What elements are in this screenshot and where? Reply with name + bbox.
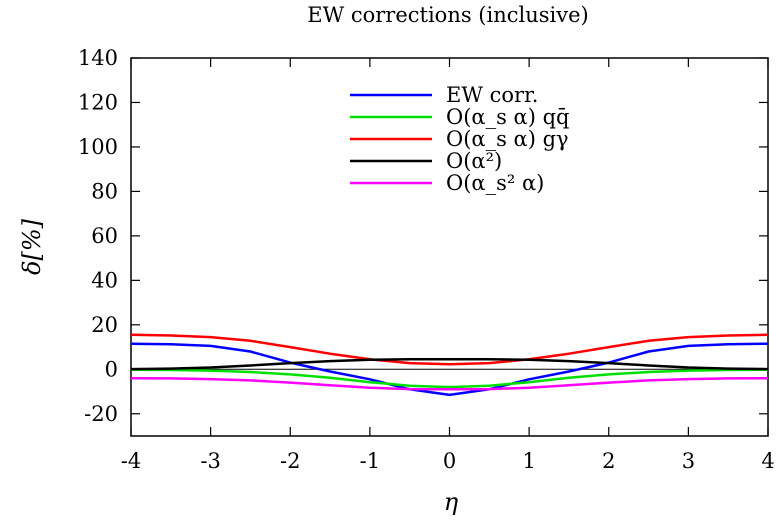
y-tick-label: 0 xyxy=(105,357,118,381)
legend-label-1: EW corr. xyxy=(446,83,538,107)
y-tick-label: -20 xyxy=(84,402,118,426)
x-tick-label: 3 xyxy=(682,449,695,473)
x-tick-label: -2 xyxy=(280,449,300,473)
series-line-2 xyxy=(130,368,769,389)
series-line-5 xyxy=(130,376,769,391)
y-tick-label: 60 xyxy=(91,224,118,248)
y-tick-label: 40 xyxy=(91,268,118,292)
series-line-1 xyxy=(130,342,769,397)
series-layer xyxy=(130,333,769,397)
x-tick-label: -3 xyxy=(200,449,220,473)
x-tick-label: 2 xyxy=(602,449,615,473)
y-tick-label: 20 xyxy=(91,313,118,337)
y-tick-label: 100 xyxy=(78,135,118,159)
y-tick-label: 140 xyxy=(78,46,118,70)
series-line-3 xyxy=(130,333,769,366)
ticks-layer: -4 -3 -2 -1 0 1 2 3 4 -20 0 20 40 60 80 100 120 140 xyxy=(78,46,775,473)
x-tick-label: -4 xyxy=(121,449,141,473)
x-tick-label: 4 xyxy=(761,449,774,473)
x-tick-label: 0 xyxy=(443,449,456,473)
series-line-4 xyxy=(130,358,769,371)
legend-label-4: O(α²) xyxy=(446,149,502,173)
legend-label-3: O(α_s α) gγ xyxy=(446,127,569,151)
y-axis-label: δ[%] xyxy=(18,218,46,275)
chart-title: EW corrections (inclusive) xyxy=(307,3,588,27)
legend: EW corr.O(α_s α) qq̄O(α_s α) gγO(α²)O(α_… xyxy=(350,83,569,195)
legend-label-5: O(α_s² α) xyxy=(446,171,544,195)
x-tick-label: 1 xyxy=(522,449,535,473)
x-axis-label: η xyxy=(444,488,459,516)
x-tick-label: -1 xyxy=(360,449,380,473)
legend-label-2: O(α_s α) qq̄ xyxy=(446,105,569,129)
y-tick-label: 120 xyxy=(78,90,118,114)
y-tick-label: 80 xyxy=(91,179,118,203)
